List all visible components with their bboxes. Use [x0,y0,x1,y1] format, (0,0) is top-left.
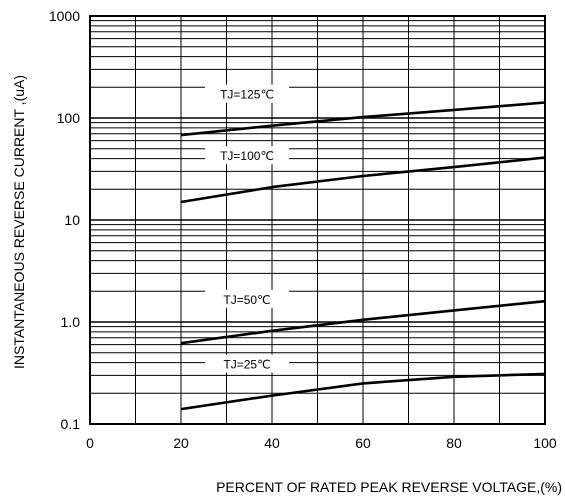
plot-frame [89,15,546,425]
y-tick-label: 1.0 [61,314,81,330]
series-label-bg [205,146,289,165]
x-axis-title: PERCENT OF RATED PEAK REVERSE VOLTAGE,(%… [216,479,562,495]
series-labels: TJ=125℃ TJ=100℃ TJ=50℃ TJ=25℃ [205,84,289,373]
x-tick-label: 40 [264,435,280,451]
series-label-1: TJ=125℃ [220,88,274,102]
y-tick-label: 100 [57,110,81,126]
x-tick-label: 0 [86,435,94,451]
series-label-bg [205,354,289,373]
y-tick-label: 1000 [49,8,80,24]
y-axis-title: INSTANTANEOUS REVERSE CURRENT ,(uA) [11,75,27,369]
plot-border [89,15,546,425]
series-label-3: TJ=50℃ [223,293,270,307]
series-label-bg [205,84,289,103]
grid [90,16,545,424]
y-tick-label: 0.1 [61,416,81,432]
series-group [180,101,546,411]
x-tick-label: 60 [355,435,371,451]
series-label-4: TJ=25℃ [223,358,270,372]
series-label-2: TJ=100℃ [220,149,274,163]
series-line-1 [180,101,546,137]
tick-labels: 0 20 40 60 80 100 0.1 1.0 10 100 1000 [49,8,557,451]
series-line-4 [180,372,546,411]
series-line-2 [180,156,546,204]
x-tick-label: 20 [173,435,189,451]
series-label-bg [205,289,289,308]
x-tick-label: 80 [446,435,462,451]
series-line-3 [180,299,546,345]
x-tick-label: 100 [533,435,557,451]
y-tick-label: 10 [64,212,80,228]
